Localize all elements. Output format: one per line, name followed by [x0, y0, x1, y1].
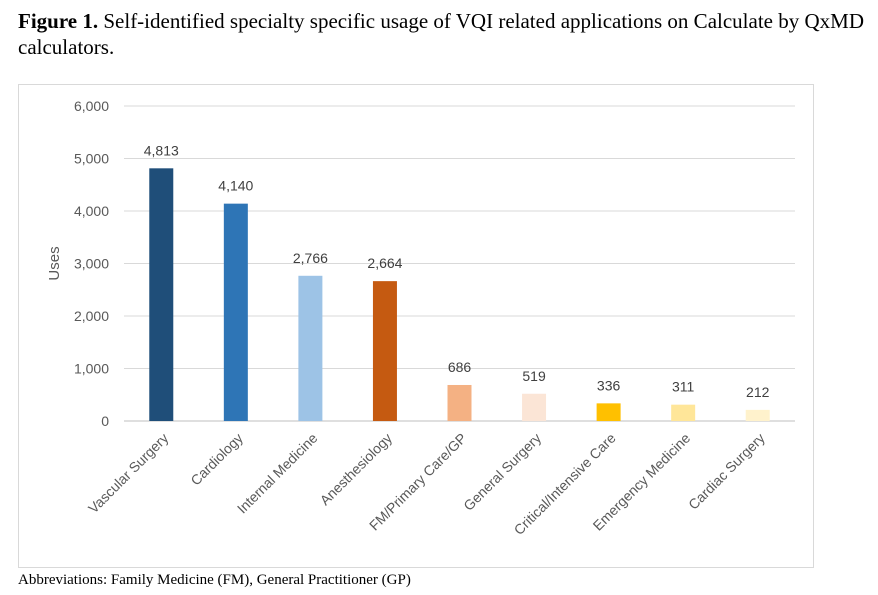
y-tick-label: 0	[101, 413, 109, 429]
y-tick-label: 6,000	[74, 98, 109, 114]
chart-frame: 0 1,000 2,000 3,000 4,000 5,000 6,000 Uses 4,813…	[18, 84, 814, 568]
bar	[149, 168, 174, 421]
y-tick-label: 1,000	[74, 361, 109, 377]
data-label: 2,664	[367, 255, 402, 271]
y-tick-label: 2,000	[74, 308, 109, 324]
figure-title: Self-identified specialty specific usage…	[18, 9, 864, 59]
category-label: General Surgery	[460, 430, 544, 514]
y-tick-label: 5,000	[74, 151, 109, 167]
bar	[596, 403, 621, 421]
category-label: Cardiac Surgery	[685, 430, 768, 513]
data-label: 519	[522, 368, 546, 384]
data-label: 686	[448, 359, 472, 375]
bar	[223, 203, 248, 421]
abbreviations-footnote: Abbreviations: Family Medicine (FM), Gen…	[18, 572, 411, 588]
bar	[745, 409, 770, 421]
bar	[522, 393, 547, 421]
bar-chart: 0 1,000 2,000 3,000 4,000 5,000 6,000 Uses 4,813…	[46, 98, 795, 538]
category-label: Anesthesiology	[317, 430, 395, 508]
bar	[372, 281, 397, 421]
y-axis-title: Uses	[46, 246, 63, 280]
category-label: Cardiology	[187, 430, 246, 489]
bar	[447, 384, 472, 421]
figure-caption: Figure 1. Self-identified specialty spec…	[18, 8, 874, 60]
y-tick-label: 3,000	[74, 256, 109, 272]
data-label: 336	[597, 377, 621, 393]
bar	[298, 275, 323, 421]
data-label: 4,140	[218, 178, 253, 194]
data-label: 2,766	[293, 250, 328, 266]
category-label: Vascular Surgery	[85, 430, 172, 517]
data-label: 212	[746, 384, 770, 400]
figure-label: Figure 1.	[18, 9, 99, 33]
data-label: 4,813	[144, 142, 179, 158]
category-label: Internal Medicine	[234, 430, 321, 517]
data-label: 311	[672, 379, 695, 395]
y-tick-label: 4,000	[74, 203, 109, 219]
bar	[671, 404, 696, 421]
